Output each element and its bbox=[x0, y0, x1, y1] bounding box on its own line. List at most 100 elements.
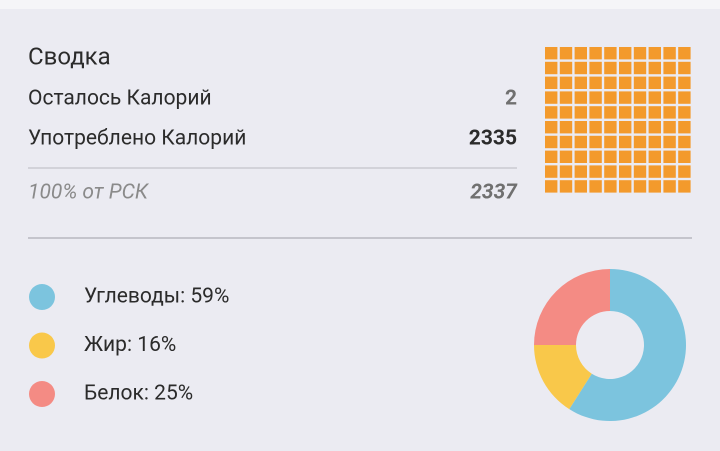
waffle-cell bbox=[619, 47, 632, 60]
waffle-cell bbox=[619, 165, 632, 178]
waffle-cell bbox=[574, 180, 587, 193]
waffle-cell bbox=[633, 150, 647, 163]
donut-slice bbox=[534, 269, 610, 345]
waffle-cell bbox=[545, 121, 558, 134]
waffle-cell bbox=[633, 61, 647, 75]
waffle-cell bbox=[574, 76, 587, 89]
waffle-cell bbox=[678, 106, 691, 119]
waffle-cell bbox=[678, 180, 691, 193]
waffle-cell bbox=[545, 165, 558, 178]
waffle-cell bbox=[545, 106, 558, 119]
waffle-cell bbox=[604, 106, 617, 119]
waffle-cell bbox=[678, 61, 691, 75]
waffle-cell bbox=[604, 91, 617, 104]
waffle-cell bbox=[574, 106, 587, 119]
waffle-cell bbox=[633, 76, 647, 89]
waffle-cell bbox=[678, 135, 691, 149]
waffle-cell bbox=[604, 47, 617, 60]
waffle-cell bbox=[678, 47, 691, 60]
waffle-cell bbox=[633, 106, 647, 119]
waffle-cell bbox=[619, 91, 632, 104]
waffle-cell bbox=[589, 91, 602, 104]
waffle-cell bbox=[663, 180, 676, 193]
waffle-cell bbox=[663, 165, 676, 178]
waffle-cell bbox=[648, 165, 661, 178]
waffle-cell bbox=[678, 76, 691, 89]
waffle-cell bbox=[559, 121, 573, 134]
waffle-cell bbox=[648, 61, 661, 75]
waffle-cell bbox=[545, 76, 558, 89]
waffle-cell bbox=[648, 150, 661, 163]
waffle-cell bbox=[589, 135, 602, 149]
waffle-cell bbox=[619, 121, 632, 134]
waffle-cell bbox=[604, 165, 617, 178]
waffle-cell bbox=[574, 61, 587, 75]
donut-slice bbox=[569, 269, 686, 421]
waffle-cell bbox=[545, 61, 558, 75]
row-value: 2 bbox=[505, 87, 517, 111]
waffle-cell bbox=[559, 91, 573, 104]
waffle-cell bbox=[545, 180, 558, 193]
waffle-cell bbox=[589, 106, 602, 119]
waffle-cell bbox=[619, 106, 632, 119]
waffle-cell bbox=[589, 121, 602, 134]
legend-label: Жир: 16% bbox=[84, 333, 176, 357]
waffle-cell bbox=[604, 150, 617, 163]
waffle-cell bbox=[619, 76, 632, 89]
waffle-cell bbox=[604, 76, 617, 89]
waffle-cell bbox=[574, 47, 587, 60]
waffle-cell bbox=[559, 106, 573, 119]
legend-label: Углеводы: 59% bbox=[84, 285, 229, 309]
waffle-cell bbox=[589, 47, 602, 60]
waffle-cell bbox=[589, 180, 602, 193]
waffle-cell bbox=[648, 91, 661, 104]
waffle-cell bbox=[663, 61, 676, 75]
waffle-cell bbox=[559, 61, 573, 75]
waffle-cell bbox=[633, 135, 647, 149]
waffle-cell bbox=[574, 165, 587, 178]
waffle-cell bbox=[648, 106, 661, 119]
legend-swatch bbox=[29, 332, 55, 359]
waffle-cell bbox=[604, 121, 617, 134]
waffle-cell bbox=[559, 135, 573, 149]
legend-swatch bbox=[29, 284, 55, 310]
waffle-cell bbox=[619, 61, 632, 75]
waffle-cell bbox=[663, 121, 676, 134]
waffle-cell bbox=[633, 47, 647, 60]
waffle-cell bbox=[559, 150, 573, 163]
waffle-cell bbox=[559, 180, 573, 193]
row-label: Употреблено Калорий bbox=[28, 127, 246, 151]
waffle-cell bbox=[633, 180, 647, 193]
waffle-cell bbox=[559, 76, 573, 89]
waffle-cell bbox=[678, 91, 691, 104]
row-value: 2337 bbox=[470, 181, 518, 205]
waffle-cell bbox=[574, 150, 587, 163]
waffle-cell bbox=[545, 47, 558, 60]
waffle-cell bbox=[648, 180, 661, 193]
waffle-cell bbox=[619, 180, 632, 193]
waffle-cell bbox=[545, 91, 558, 104]
waffle-cell bbox=[589, 165, 602, 178]
waffle-cell bbox=[559, 165, 573, 178]
waffle-cell bbox=[574, 121, 587, 134]
waffle-cell bbox=[678, 150, 691, 163]
waffle-cell bbox=[648, 135, 661, 149]
waffle-cell bbox=[589, 76, 602, 89]
waffle-cell bbox=[604, 61, 617, 75]
card-title: Сводка bbox=[28, 42, 111, 70]
legend-swatch bbox=[29, 381, 55, 407]
waffle-cell bbox=[559, 47, 573, 60]
row-label: 100% от РСК bbox=[28, 181, 150, 205]
legend-label: Белок: 25% bbox=[84, 382, 193, 406]
waffle-cell bbox=[604, 180, 617, 193]
waffle-cell bbox=[574, 135, 587, 149]
waffle-cell bbox=[663, 76, 676, 89]
waffle-cell bbox=[678, 121, 691, 134]
waffle-cell bbox=[663, 150, 676, 163]
waffle-cell bbox=[619, 135, 632, 149]
waffle-cell bbox=[678, 165, 691, 178]
waffle-cell bbox=[633, 121, 647, 134]
waffle-cell bbox=[545, 135, 558, 149]
